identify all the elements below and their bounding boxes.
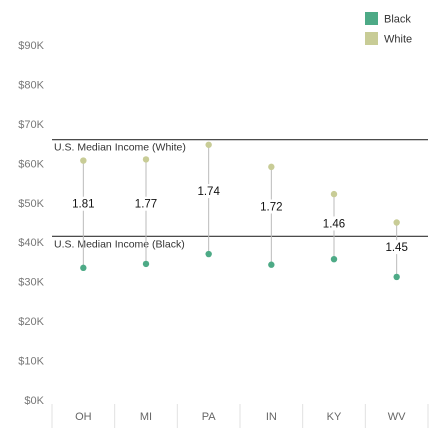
y-tick-label: $0K (24, 395, 44, 407)
ratio-label-background (320, 216, 348, 231)
data-point-black (205, 250, 212, 258)
y-tick-label: $80K (18, 79, 44, 91)
data-points (80, 141, 400, 281)
y-tick-label: $30K (18, 277, 44, 289)
y-tick-label: $70K (18, 119, 44, 131)
reference-line-label: U.S. Median Income (Black) (54, 238, 185, 250)
x-tick-label: PA (202, 411, 217, 423)
ratio-labels: 1.81 1.77 1.74 1.72 1.46 1.45 (69, 184, 411, 255)
data-point-black (330, 255, 338, 263)
data-point-black (268, 261, 275, 268)
ratio-label: 1.46 (323, 218, 345, 230)
x-tick-label: KY (327, 411, 342, 423)
y-tick-label: $10K (18, 356, 44, 368)
legend-label-white: White (384, 34, 412, 46)
legend[interactable]: Black White (365, 12, 412, 46)
ratio-label: 1.72 (260, 201, 282, 213)
y-tick-label: $40K (18, 237, 44, 249)
ratio-label-background (382, 240, 411, 255)
x-axis: OH MI PA IN KY WV (51, 404, 429, 428)
data-point-white (393, 219, 400, 226)
y-tick-label: $20K (18, 316, 44, 328)
ratio-label: 1.77 (135, 199, 157, 211)
x-tick-label: WV (388, 411, 406, 423)
y-tick-label: $50K (18, 198, 44, 210)
data-point-white (142, 156, 150, 163)
ratio-label-background (194, 184, 223, 199)
y-axis: $0K $10K $20K $30K $40K $50K $60K $70K $80K $90K (18, 40, 44, 407)
x-tick-label: OH (75, 411, 92, 423)
ratio-label: 1.81 (72, 199, 94, 211)
ratio-label-background (69, 196, 98, 211)
x-tick-label: IN (266, 411, 277, 423)
y-tick-label: $90K (18, 40, 44, 52)
data-point-white (205, 141, 212, 148)
data-point-white (268, 163, 275, 171)
legend-label-black: Black (384, 14, 411, 26)
ratio-label: 1.74 (197, 186, 220, 198)
x-tick-label: MI (140, 411, 152, 423)
reference-lines: U.S. Median Income (White) U.S. Median In… (52, 139, 428, 250)
y-tick-label: $60K (18, 158, 44, 170)
legend-swatch-white (365, 32, 378, 45)
ratio-label-background (132, 196, 160, 211)
reference-line-label: U.S. Median Income (White) (54, 142, 186, 154)
ratio-label-background (257, 199, 286, 214)
ratio-label: 1.45 (385, 242, 407, 254)
data-point-white (80, 157, 87, 164)
data-point-black (393, 273, 400, 281)
range-stems (82, 144, 398, 277)
legend-swatch-black (365, 12, 378, 25)
data-point-white (330, 190, 338, 198)
data-point-black (142, 260, 150, 268)
data-point-black (80, 264, 87, 272)
